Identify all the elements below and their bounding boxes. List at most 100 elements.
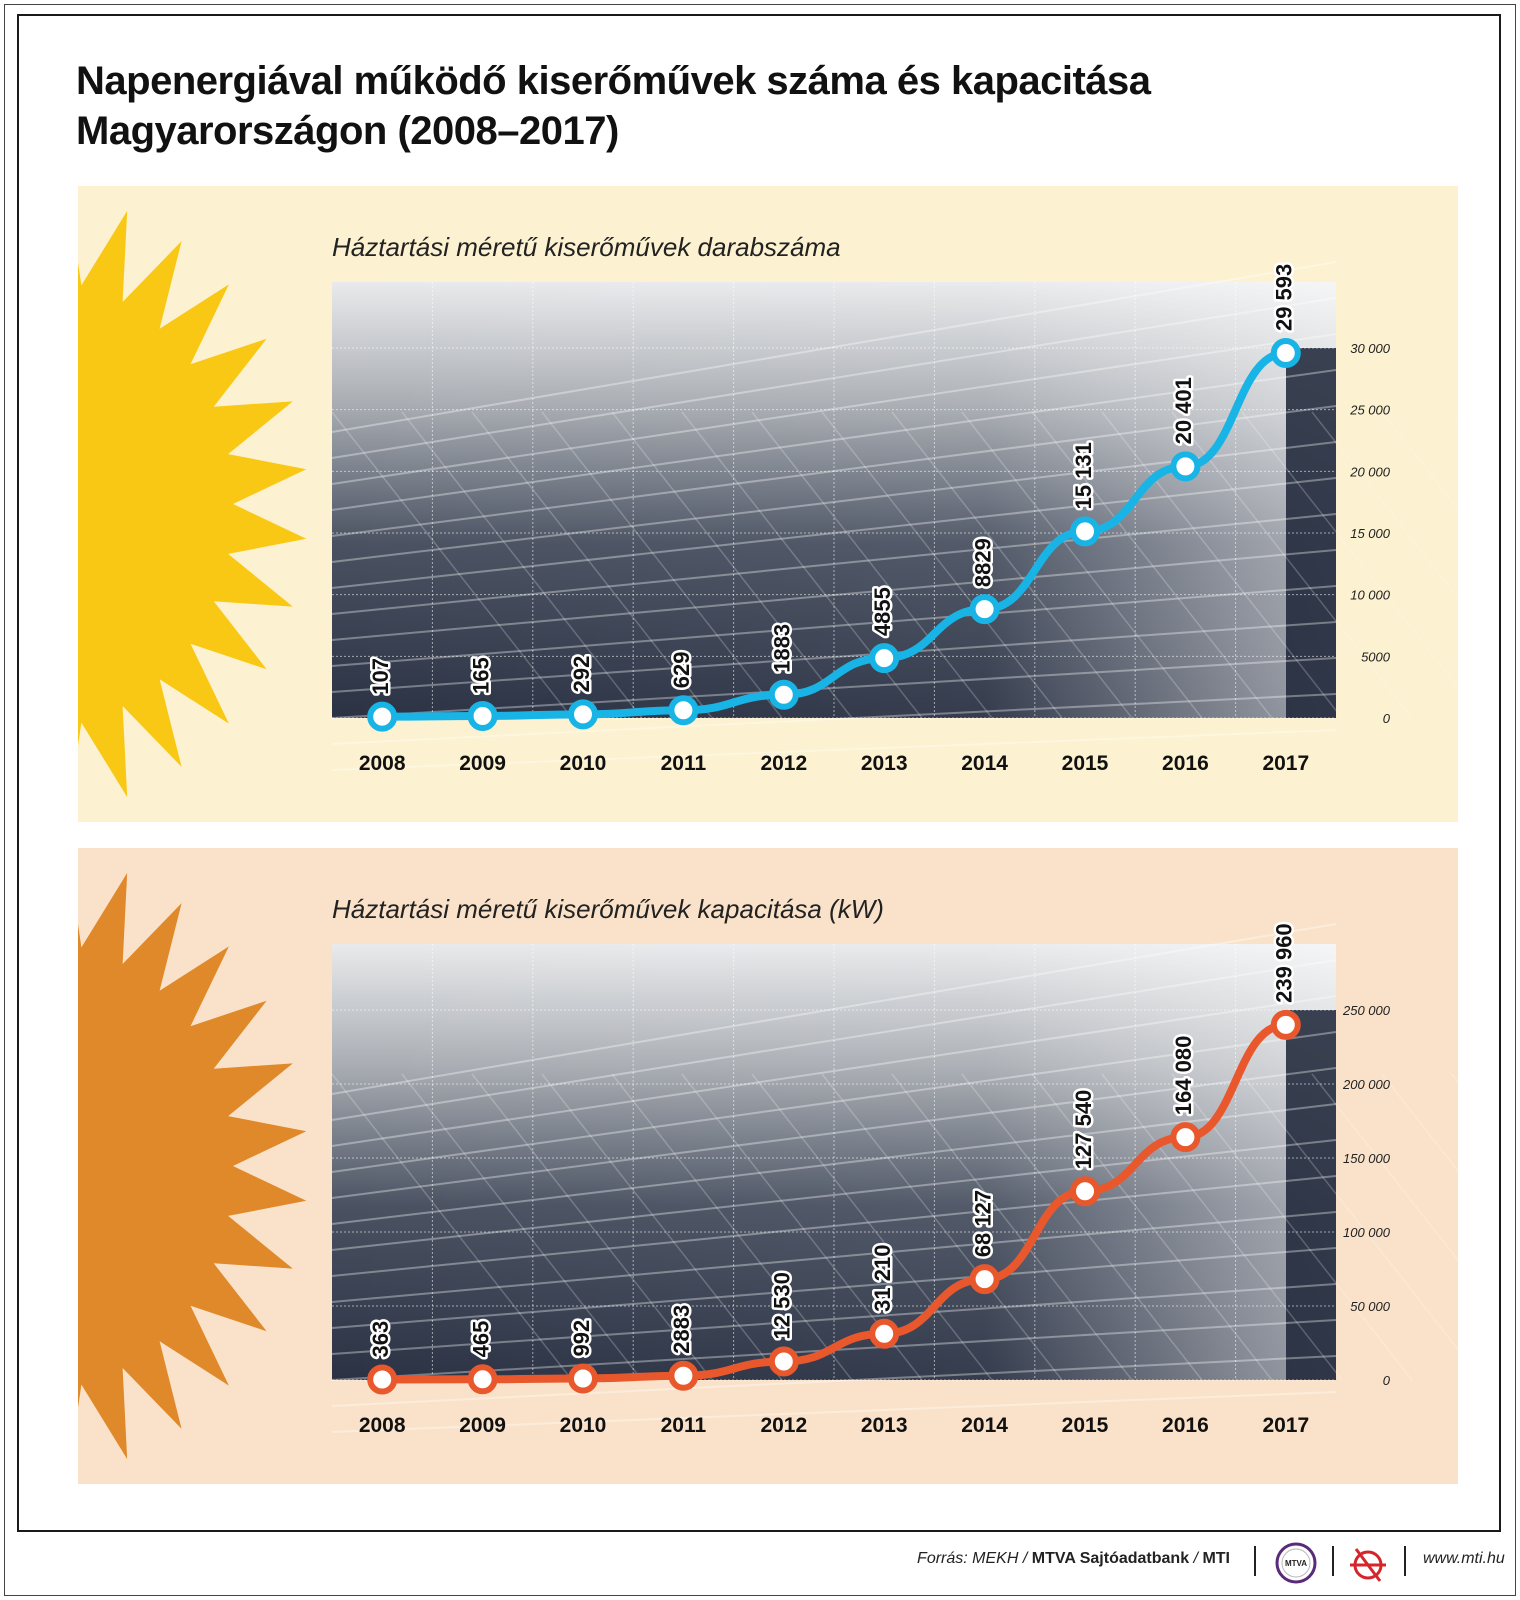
panel-texture-line bbox=[1311, 1073, 1458, 1262]
title-line-2: Magyarországon (2008–2017) bbox=[76, 109, 619, 153]
panel-texture-line bbox=[1031, 1073, 1273, 1381]
data-label: 629 bbox=[669, 652, 694, 689]
data-point bbox=[869, 643, 900, 674]
panel-texture-line bbox=[401, 1073, 643, 1381]
panel-texture-line bbox=[891, 1073, 1133, 1381]
source-bold-2: MTI bbox=[1202, 1550, 1230, 1567]
panel-texture-line bbox=[821, 1073, 1063, 1381]
panel-texture-line bbox=[751, 1073, 993, 1381]
data-label: 363 bbox=[368, 1321, 393, 1358]
data-label: 164 080 bbox=[1171, 1036, 1196, 1116]
chart-panel-capacity: Háztartási méretű kiserőművek kapacitása… bbox=[78, 848, 1458, 1484]
panel-texture-line bbox=[611, 1073, 853, 1381]
x-tick-label: 2014 bbox=[961, 1414, 1008, 1437]
x-tick-label: 2015 bbox=[1062, 752, 1109, 775]
sun-shape bbox=[78, 848, 307, 1484]
panel-texture-line bbox=[1171, 411, 1413, 719]
x-tick-label: 2010 bbox=[560, 1414, 607, 1437]
data-point bbox=[869, 1318, 900, 1349]
data-point bbox=[1170, 451, 1201, 482]
x-tick-label: 2008 bbox=[359, 1414, 406, 1437]
panel-texture-line bbox=[331, 657, 1337, 719]
sun-icon bbox=[78, 848, 307, 1484]
panel-texture-line bbox=[331, 693, 1337, 745]
footer-divider bbox=[1254, 1546, 1256, 1576]
source-prefix: Forrás: MEKH / bbox=[917, 1550, 1028, 1567]
panel-texture-line bbox=[1101, 1073, 1343, 1381]
data-point bbox=[1270, 338, 1301, 369]
chart-subtitle: Háztartási méretű kiserőművek kapacitása… bbox=[332, 894, 884, 924]
x-tick-label: 2012 bbox=[760, 752, 807, 775]
data-point bbox=[568, 699, 598, 730]
panel-texture-line bbox=[541, 1073, 783, 1381]
panel-texture-line bbox=[1241, 411, 1458, 689]
data-point bbox=[367, 1364, 398, 1395]
footer: Forrás: MEKH / MTVA Sajtóadatbank / MTI … bbox=[0, 1538, 1520, 1588]
data-point bbox=[668, 695, 699, 726]
panel-texture-line bbox=[961, 1073, 1203, 1381]
y-tick-label: 10 000 bbox=[1350, 588, 1391, 603]
y-tick-label: 5000 bbox=[1361, 649, 1391, 664]
chart-count: 0 5000 10 000 15 000 20 000 25 000 30 000 107 20… bbox=[331, 261, 1458, 775]
y-tick-label: 150 000 bbox=[1343, 1151, 1391, 1166]
x-tick-label: 2009 bbox=[459, 752, 506, 775]
panel-texture-line bbox=[401, 411, 643, 719]
panel-texture-line bbox=[1451, 411, 1458, 421]
panel-texture-line bbox=[331, 1031, 1337, 1173]
data-point bbox=[1270, 1009, 1301, 1040]
sun-shape bbox=[78, 186, 307, 822]
outer-border bbox=[4, 4, 1516, 1596]
title-line-1: Napenergiával működő kiserőművek száma é… bbox=[76, 59, 1151, 103]
chart-capacity: 0 50 000 100 000 150 000 200 000 250 000 363 20… bbox=[331, 921, 1458, 1437]
y-tick-label: 30 000 bbox=[1350, 341, 1391, 356]
panel-texture-line bbox=[331, 369, 1337, 511]
data-label: 239 960 bbox=[1272, 923, 1297, 1003]
panel-texture-line bbox=[1381, 411, 1458, 511]
panel-texture-line bbox=[891, 411, 1133, 719]
panel-texture-line bbox=[331, 1283, 1337, 1355]
x-tick-label: 2011 bbox=[661, 1414, 707, 1437]
data-point bbox=[768, 1346, 799, 1377]
y-tick-label: 50 000 bbox=[1350, 1299, 1391, 1314]
data-label: 465 bbox=[468, 1321, 493, 1358]
chart-subtitle: Háztartási méretű kiserőművek darabszáma bbox=[332, 232, 841, 262]
data-label: 992 bbox=[569, 1320, 594, 1357]
x-tick-label: 2008 bbox=[359, 752, 406, 775]
panel-texture-line bbox=[751, 411, 993, 719]
mti-logo-icon bbox=[1350, 1548, 1386, 1582]
y-tick-label: 20 000 bbox=[1349, 464, 1391, 479]
x-tick-label: 2017 bbox=[1262, 752, 1309, 775]
data-label: 15 131 bbox=[1071, 442, 1096, 509]
panel-texture-line bbox=[1241, 1073, 1458, 1351]
data-point bbox=[1070, 516, 1100, 547]
plot-dark-strip bbox=[1286, 1010, 1336, 1380]
x-tick-label: 2016 bbox=[1162, 752, 1209, 775]
data-point bbox=[768, 679, 799, 710]
x-tick-label: 2009 bbox=[459, 1414, 506, 1437]
panel-texture-line bbox=[471, 1073, 713, 1381]
x-tick-label: 2011 bbox=[661, 752, 707, 775]
data-label: 127 540 bbox=[1071, 1090, 1096, 1170]
x-tick-label: 2012 bbox=[760, 1414, 807, 1437]
panel-texture-line bbox=[541, 411, 783, 719]
y-tick-label: 25 000 bbox=[1349, 403, 1391, 418]
mtva-logo-text: MTVA bbox=[1285, 1559, 1307, 1568]
x-tick-label: 2013 bbox=[861, 752, 908, 775]
x-tick-label: 2017 bbox=[1262, 1414, 1309, 1437]
y-tick-label: 100 000 bbox=[1343, 1225, 1391, 1240]
data-label: 292 bbox=[569, 656, 594, 693]
y-tick-label: 0 bbox=[1383, 1373, 1391, 1388]
mtva-logo-icon: MTVA bbox=[1275, 1542, 1317, 1584]
data-point bbox=[969, 1264, 1000, 1295]
panel-texture-line bbox=[331, 1175, 1337, 1277]
data-label: 2883 bbox=[669, 1305, 694, 1354]
data-label: 165 bbox=[468, 657, 493, 694]
data-point bbox=[1170, 1122, 1201, 1153]
data-label: 68 127 bbox=[970, 1190, 995, 1257]
panel-texture-line bbox=[331, 621, 1337, 693]
panel-texture-line bbox=[821, 411, 1063, 719]
panel-texture-line bbox=[961, 411, 1203, 719]
chart-panel-count: Háztartási méretű kiserőművek darabszáma… bbox=[78, 186, 1458, 822]
website-link[interactable]: www.mti.hu bbox=[1423, 1550, 1505, 1567]
footer-divider bbox=[1332, 1546, 1334, 1576]
